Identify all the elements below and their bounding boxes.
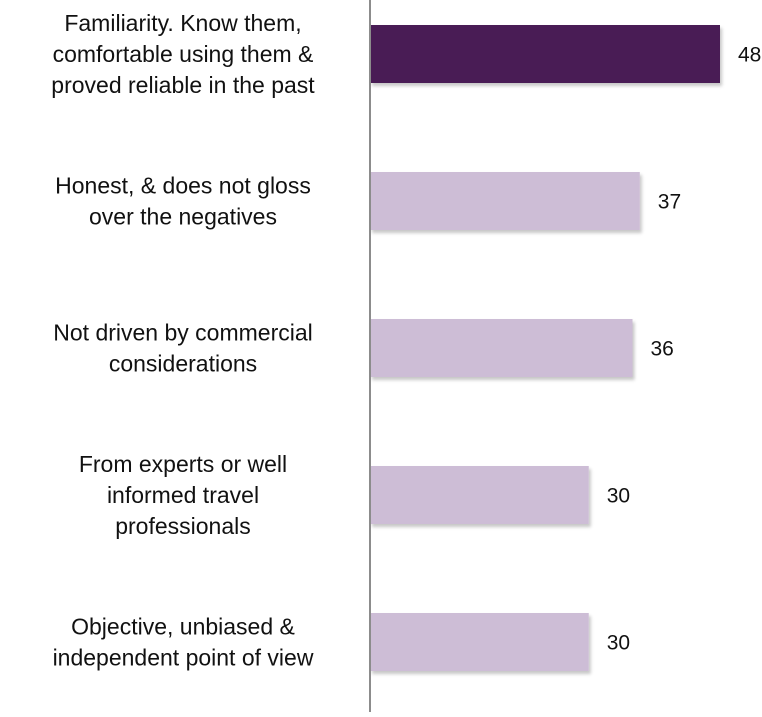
data-label: 36 xyxy=(651,337,674,360)
category-label: Not driven by commercial considerations xyxy=(53,320,312,377)
category-label: From experts or well informed travel profe… xyxy=(79,451,287,539)
bars-layer xyxy=(370,25,720,671)
data-labels: 48 37 36 30 30 xyxy=(607,43,762,654)
category-label: Objective, unbiased & independent point o… xyxy=(53,614,314,671)
category-label: Honest, & does not gloss over the negativ… xyxy=(55,173,311,230)
bar xyxy=(370,25,720,83)
data-label: 30 xyxy=(607,631,630,654)
category-label: Familiarity. Know them, comfortable using… xyxy=(51,10,315,98)
bar xyxy=(370,613,589,671)
bar xyxy=(370,319,633,377)
data-label: 37 xyxy=(658,190,681,213)
bar xyxy=(370,172,640,230)
data-label: 30 xyxy=(607,484,630,507)
bar xyxy=(370,466,589,524)
category-labels: Familiarity. Know them, comfortable using… xyxy=(51,10,315,671)
data-label: 48 xyxy=(738,43,761,66)
